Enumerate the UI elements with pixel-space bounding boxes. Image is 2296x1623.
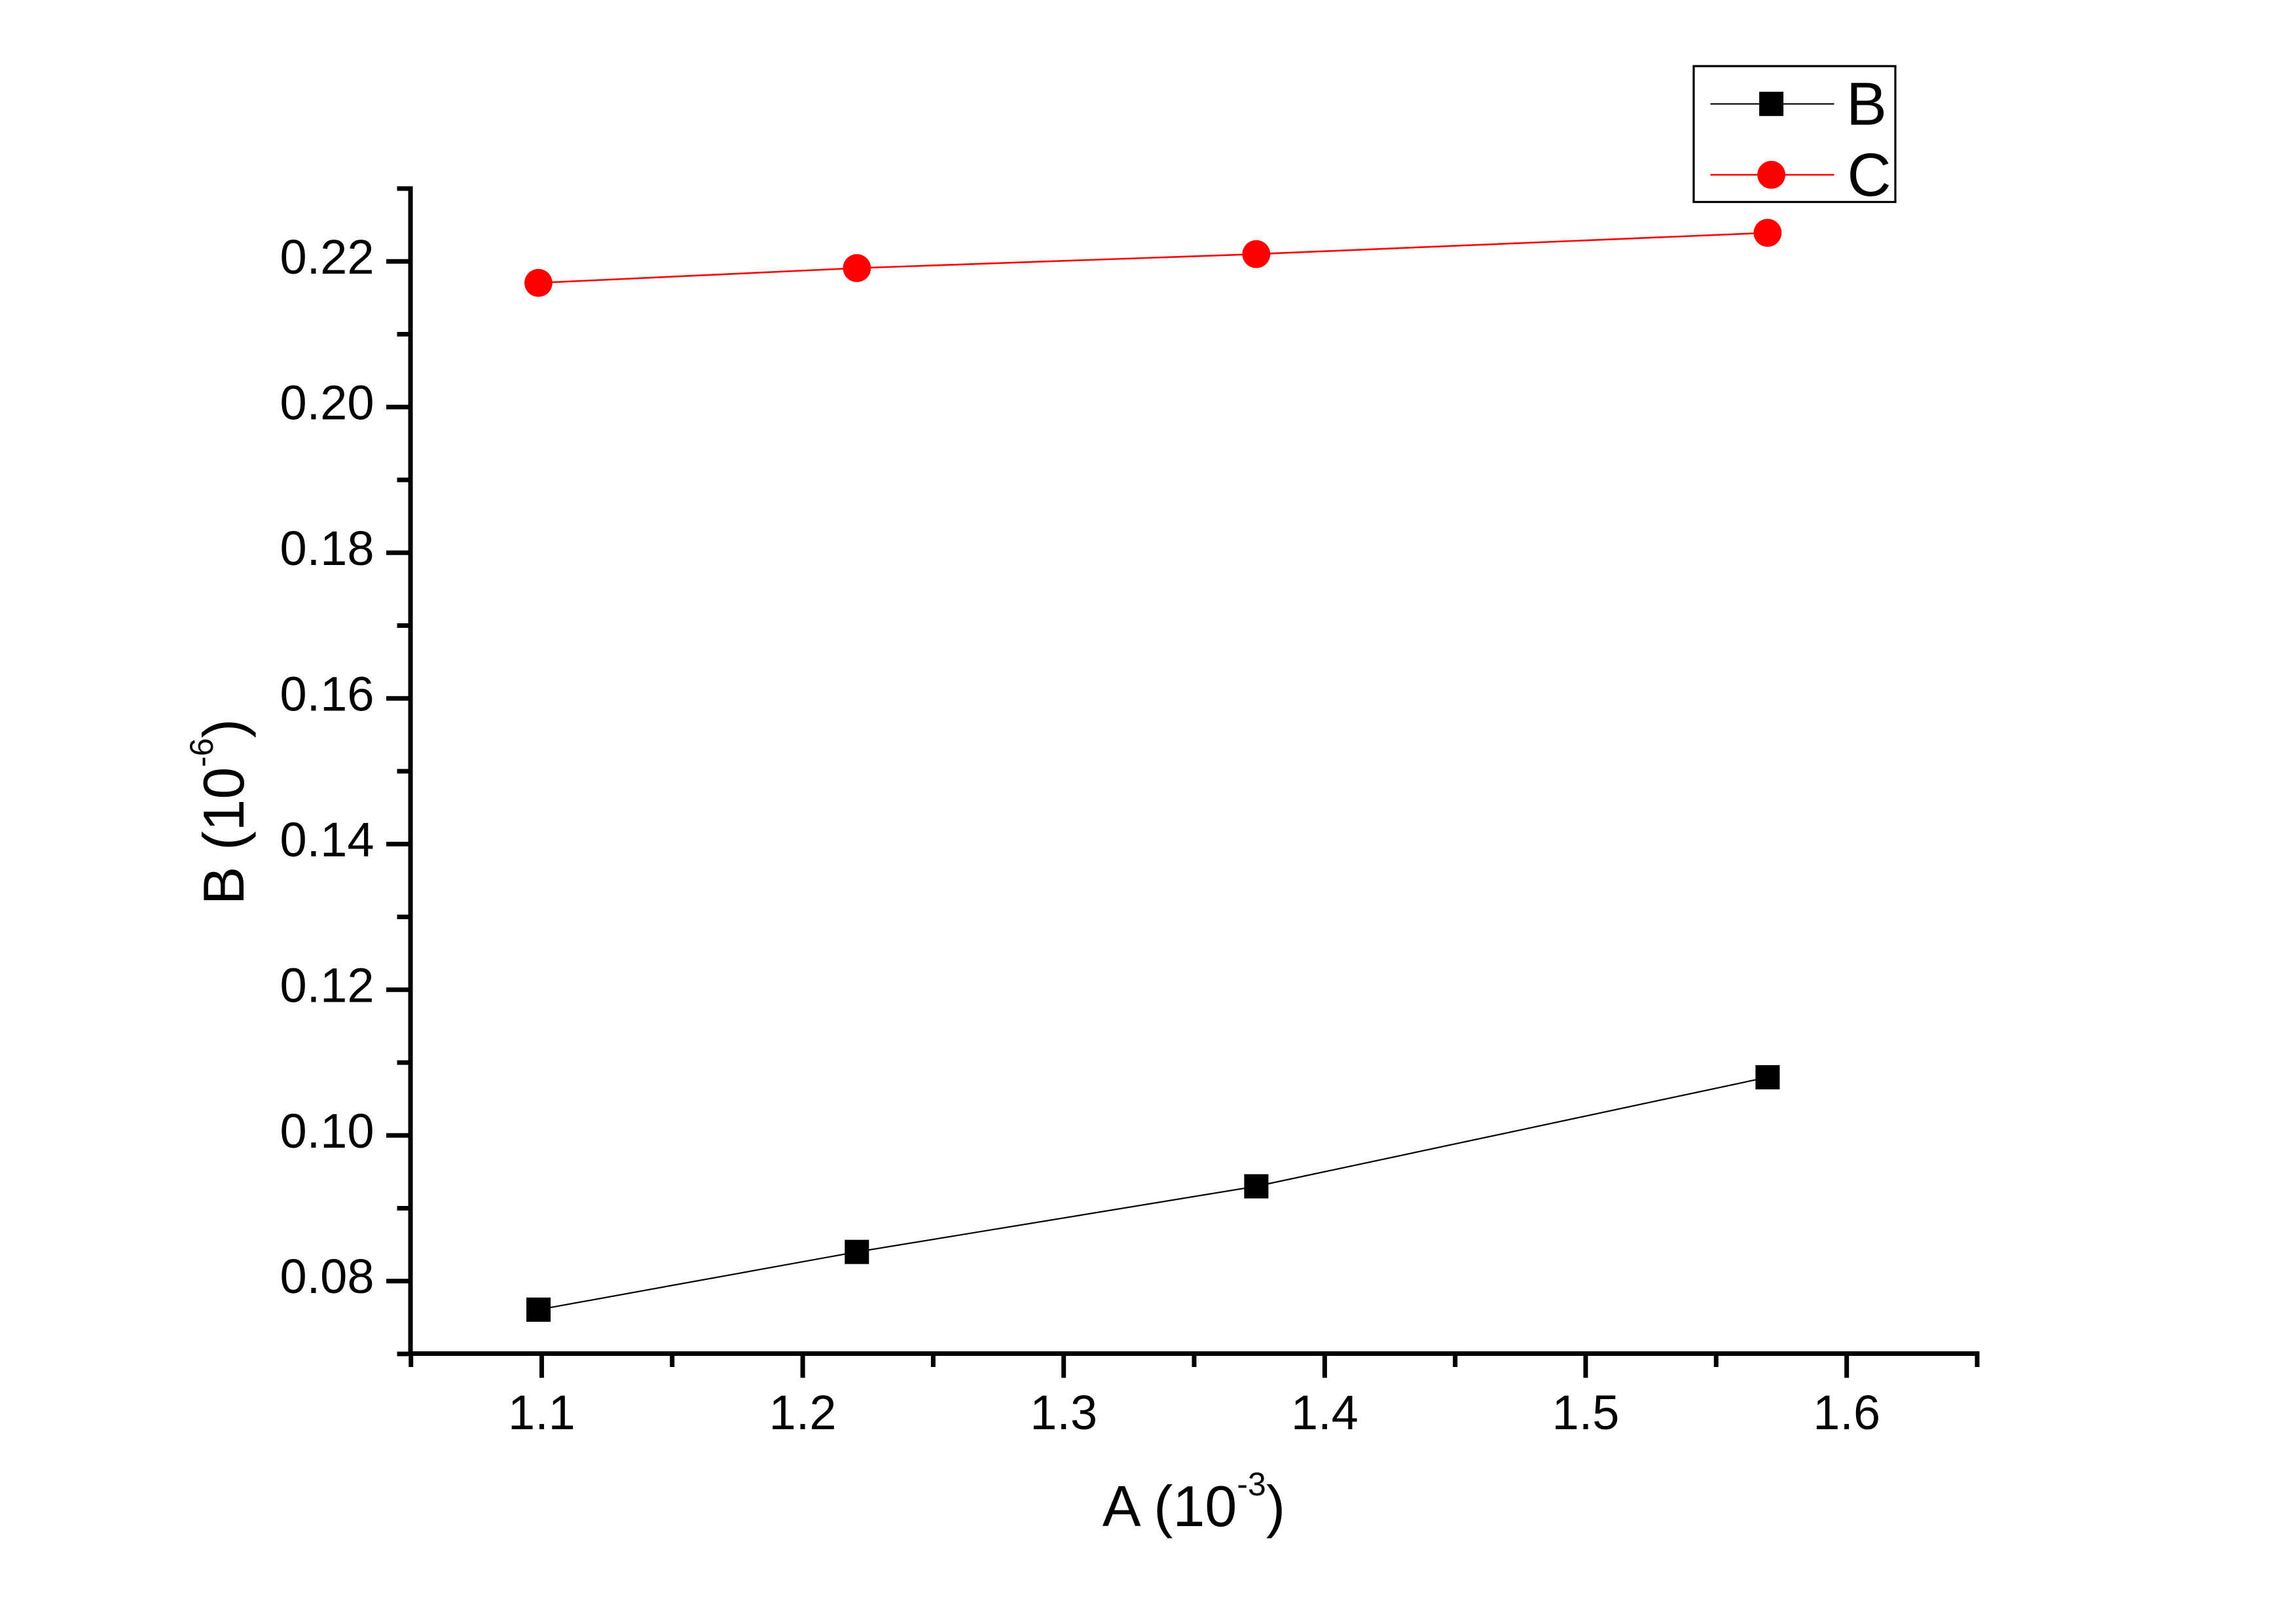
svg-text:C: C <box>1848 141 1891 209</box>
svg-text:0.18: 0.18 <box>280 521 374 575</box>
svg-text:1.2: 1.2 <box>769 1385 837 1440</box>
svg-text:B (10-6): B (10-6) <box>183 719 256 905</box>
svg-text:0.16: 0.16 <box>280 666 374 721</box>
svg-text:0.22: 0.22 <box>280 230 374 284</box>
svg-text:0.12: 0.12 <box>280 958 374 1012</box>
svg-text:1.6: 1.6 <box>1813 1385 1880 1440</box>
svg-text:0.08: 0.08 <box>280 1249 374 1304</box>
svg-text:1.4: 1.4 <box>1291 1385 1358 1440</box>
svg-text:0.20: 0.20 <box>280 375 374 429</box>
svg-text:1.1: 1.1 <box>508 1385 575 1440</box>
svg-text:1.5: 1.5 <box>1552 1385 1620 1440</box>
svg-text:B: B <box>1846 70 1887 138</box>
svg-text:0.14: 0.14 <box>280 812 374 867</box>
svg-text:0.10: 0.10 <box>280 1104 374 1158</box>
svg-text:1.3: 1.3 <box>1030 1385 1097 1440</box>
